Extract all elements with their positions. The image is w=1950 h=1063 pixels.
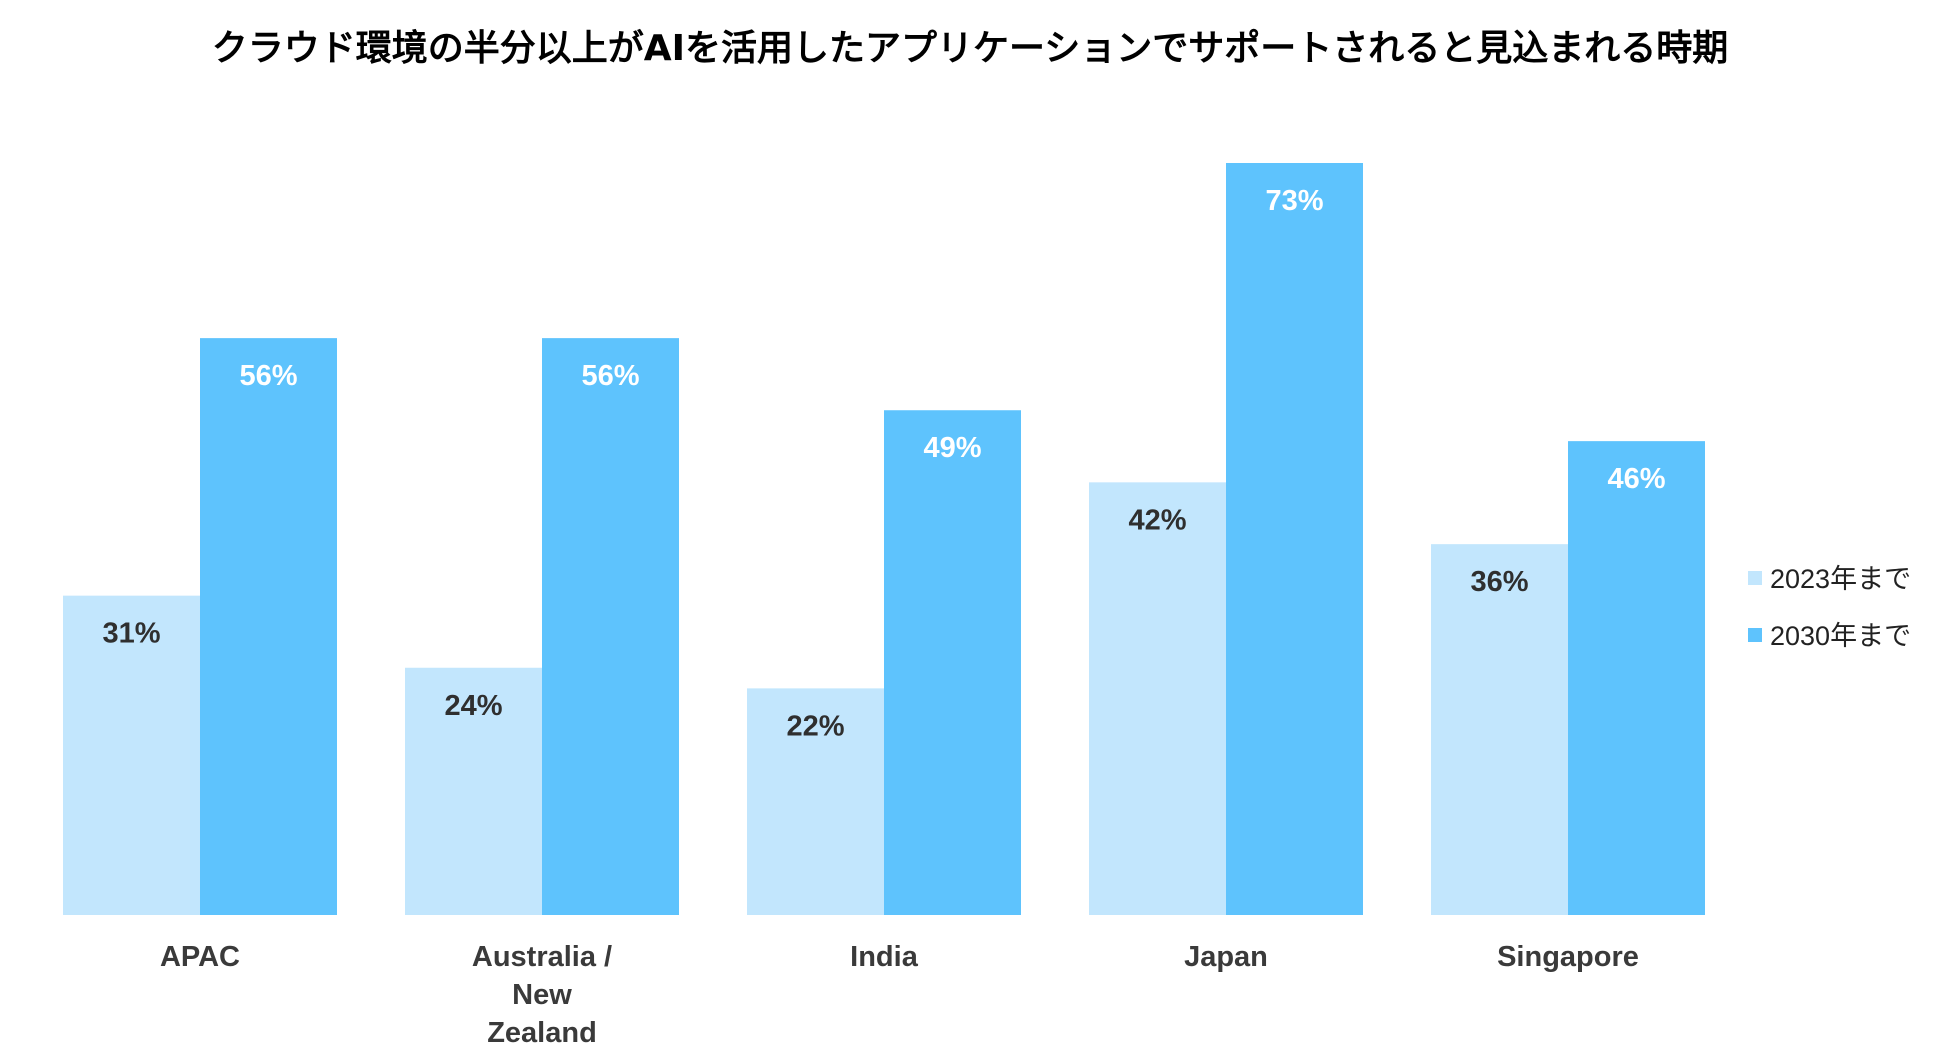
- chart-title: クラウド環境の半分以上がAIを活用したアプリケーションでサポートされると見込まれ…: [211, 28, 1729, 69]
- data-label-2023-2: 22%: [786, 710, 844, 742]
- data-label-2023-4: 36%: [1470, 566, 1528, 598]
- data-label-2030-1: 56%: [581, 360, 639, 392]
- category-axis: APAC Australia / New Zealand India Japan Singa…: [160, 941, 1639, 1049]
- category-label-2: India: [850, 941, 919, 973]
- data-label-2030-0: 56%: [239, 360, 297, 392]
- bar-2030-2: [884, 410, 1021, 915]
- legend-swatch-2030: [1748, 628, 1762, 642]
- data-label-2023-3: 42%: [1128, 504, 1186, 536]
- data-label-2030-2: 49%: [923, 432, 981, 464]
- data-label-2023-1: 24%: [444, 690, 502, 722]
- legend-swatch-2023: [1748, 571, 1762, 585]
- bars-layer: [63, 163, 1705, 915]
- bar-2030-4: [1568, 441, 1705, 915]
- bar-2023-1: [405, 667, 542, 915]
- category-label-3: Japan: [1184, 941, 1268, 973]
- legend: 2023年まで 2030年まで: [1748, 564, 1911, 651]
- data-label-2023-0: 31%: [102, 618, 160, 650]
- bar-2030-1: [542, 338, 679, 915]
- category-label-4: Singapore: [1497, 941, 1639, 973]
- legend-label-2023: 2023年まで: [1770, 564, 1911, 594]
- bar-2023-0: [63, 595, 200, 915]
- bar-2030-0: [200, 338, 337, 915]
- category-label-0: APAC: [160, 941, 240, 973]
- bar-2030-3: [1226, 163, 1363, 915]
- category-label-1: Australia / New Zealand: [472, 941, 612, 1049]
- data-label-2030-3: 73%: [1265, 185, 1323, 217]
- bar-2023-2: [747, 688, 884, 915]
- legend-label-2030: 2030年まで: [1770, 621, 1911, 651]
- bar-2023-3: [1089, 482, 1226, 915]
- data-labels-layer: 31% 56% 24% 56% 22% 49% 42% 73% 36% 46%: [102, 185, 1665, 742]
- data-label-2030-4: 46%: [1607, 463, 1665, 495]
- bar-2023-4: [1431, 544, 1568, 915]
